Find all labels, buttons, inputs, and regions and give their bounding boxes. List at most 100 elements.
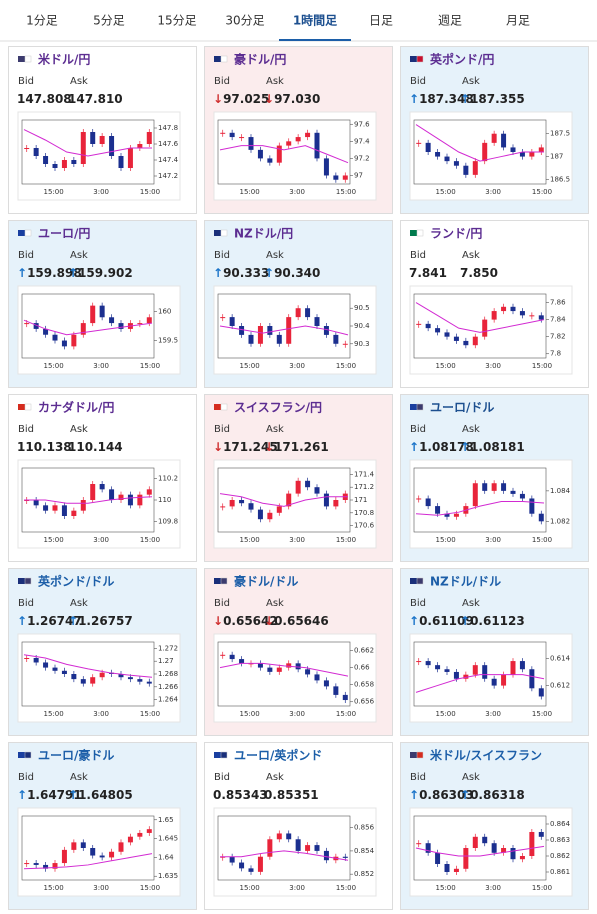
x-tick-label: 15:00 — [240, 710, 260, 718]
moving-average — [23, 129, 152, 157]
moving-average — [415, 501, 545, 516]
candle — [52, 334, 58, 341]
chart-box — [213, 111, 377, 201]
bid-number: 1.26747 — [27, 614, 82, 628]
candle — [472, 161, 478, 175]
plot-frame — [413, 293, 547, 359]
candle — [538, 315, 544, 320]
tab[interactable]: 1分足 — [26, 14, 58, 28]
candle — [463, 674, 469, 679]
bid-label: Bid — [410, 772, 426, 783]
candle — [80, 323, 86, 335]
chart-box — [409, 807, 573, 897]
candle — [342, 856, 348, 858]
trend-arrow: ↑ — [264, 266, 274, 280]
candle — [342, 175, 348, 180]
candle — [425, 843, 431, 853]
ask-label: Ask — [70, 772, 88, 783]
candle — [61, 849, 67, 864]
candle — [510, 306, 516, 312]
flag — [410, 404, 417, 410]
candle — [286, 493, 292, 507]
tab[interactable]: 5分足 — [93, 14, 125, 28]
y-tick-label: 7.8 — [550, 350, 561, 358]
ask-number: 1.26757 — [78, 614, 133, 628]
tab[interactable]: 30分足 — [225, 14, 264, 28]
bid-number: 147.808 — [17, 92, 72, 106]
bid-value: ↑0.86303 — [409, 788, 474, 802]
ask-number: 1.08181 — [470, 440, 525, 454]
flag — [220, 229, 228, 237]
flag — [220, 55, 228, 63]
y-tick-label: 187 — [550, 153, 563, 161]
candle — [538, 147, 544, 152]
flag — [410, 578, 417, 584]
candle — [453, 161, 459, 166]
tab[interactable]: 15分足 — [157, 14, 196, 28]
tab[interactable]: 1時間足 — [293, 13, 337, 28]
candle — [463, 165, 469, 175]
ask-value: 110.144 — [68, 440, 123, 454]
candle — [137, 679, 143, 682]
trend-arrow: ↓ — [264, 614, 274, 628]
y-tick-label: 147.4 — [158, 156, 179, 164]
tab[interactable]: 月足 — [506, 14, 530, 28]
x-tick-label: 15:00 — [44, 884, 64, 892]
y-tick-label: 7.86 — [550, 299, 566, 307]
candle — [323, 158, 329, 176]
x-tick-label: 15:00 — [336, 536, 356, 544]
candle — [267, 512, 273, 520]
pair-title: 英ポンド/円 — [430, 52, 494, 67]
x-tick-label: 3:00 — [485, 362, 501, 370]
candle — [146, 489, 152, 495]
candle — [90, 484, 96, 500]
trend-arrow: ↑ — [460, 614, 470, 628]
rate-card[interactable]: ランド/円 Bid Ask 7.841 7.850 7.86 7.84 7.82 7.8 15:0… — [400, 220, 589, 388]
ask-number: 159.902 — [78, 266, 133, 280]
y-tick-label: 1.65 — [158, 816, 174, 824]
bid-number: 159.898 — [27, 266, 82, 280]
candle — [80, 500, 86, 511]
candle — [118, 156, 124, 168]
candle — [491, 311, 497, 320]
chart-box — [213, 633, 377, 723]
ask-label: Ask — [462, 598, 480, 609]
bid-number: 0.61109 — [419, 614, 474, 628]
tab[interactable]: 日足 — [369, 14, 393, 28]
candle — [220, 654, 226, 656]
flag — [18, 56, 25, 62]
plot-frame — [21, 293, 155, 359]
candle — [519, 311, 525, 316]
bid-value: 147.808 — [17, 92, 72, 106]
bid-label: Bid — [18, 76, 34, 87]
candle — [444, 864, 450, 872]
ask-label: Ask — [266, 598, 284, 609]
candle — [33, 323, 39, 329]
candle — [267, 158, 273, 163]
flag — [416, 55, 424, 63]
x-tick-label: 3:00 — [485, 710, 501, 718]
candle — [146, 681, 152, 684]
bid-number: 110.138 — [17, 440, 72, 454]
flag — [18, 404, 25, 410]
ask-label: Ask — [70, 424, 88, 435]
tab[interactable]: 週足 — [438, 14, 462, 28]
ask-number: 171.261 — [274, 440, 329, 454]
candle — [435, 152, 441, 157]
flag — [24, 403, 32, 411]
candle — [482, 665, 488, 679]
